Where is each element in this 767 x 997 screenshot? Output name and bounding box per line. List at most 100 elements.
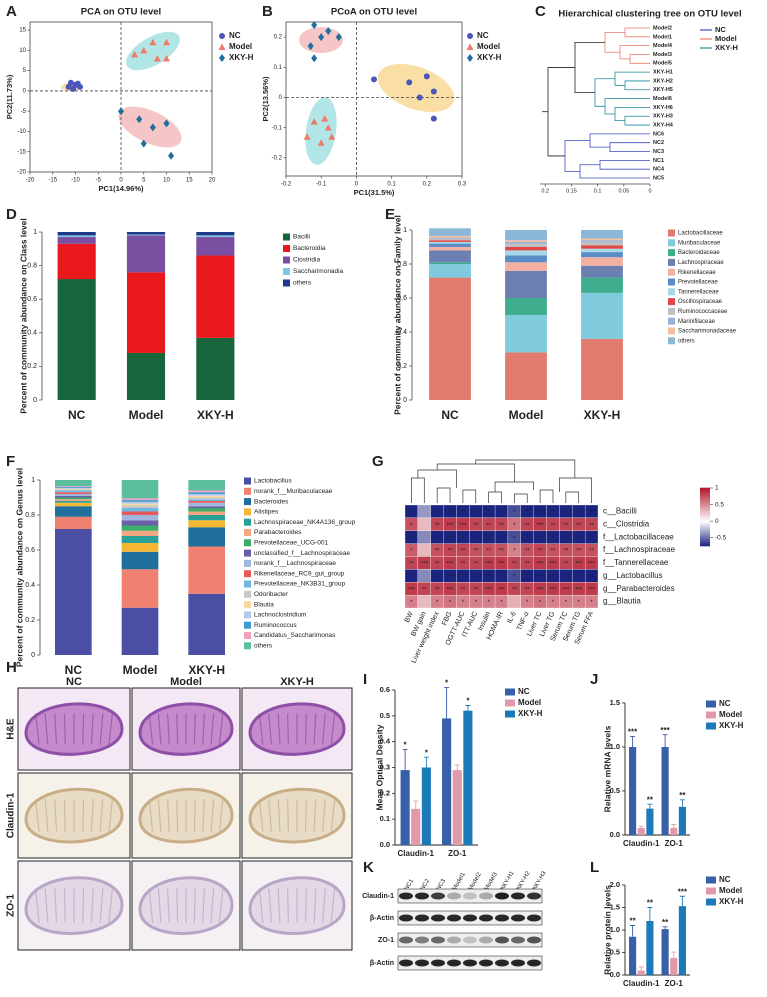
- significance-mark: *: [578, 510, 581, 516]
- x-tick-label: 5: [142, 178, 146, 184]
- bar-segment: [188, 546, 225, 594]
- blot-band: [415, 936, 429, 944]
- legend-swatch: [283, 279, 290, 287]
- significance-mark: *: [513, 549, 516, 555]
- blot-band: [415, 914, 429, 922]
- bar: [463, 710, 473, 845]
- significance-mark: ***: [485, 562, 493, 568]
- bar: [637, 970, 645, 975]
- dendrogram-branch: [559, 477, 592, 503]
- significance-mark: *: [410, 536, 413, 542]
- villus: [258, 799, 264, 832]
- row-label: c__Bacilli: [603, 507, 637, 516]
- significance-mark: *: [462, 600, 465, 606]
- bar-segment: [121, 569, 159, 608]
- significance-mark: **: [461, 587, 466, 593]
- villus: [108, 799, 113, 832]
- x-tick-label: ZO-1: [448, 849, 467, 858]
- error-bar: [630, 735, 636, 747]
- blot-band: [399, 936, 413, 944]
- villus: [54, 799, 58, 832]
- legend-swatch: [668, 327, 675, 335]
- colorbar-step: [700, 513, 710, 516]
- colorbar-step: [700, 535, 710, 538]
- bar-segment: [581, 265, 623, 278]
- bar-segment: [57, 235, 96, 238]
- bar-segment: [55, 497, 92, 500]
- significance-mark: *: [565, 510, 568, 516]
- significance-mark: **: [576, 549, 581, 555]
- colorbar-step: [700, 532, 710, 535]
- villus: [322, 713, 326, 745]
- bar-segment: [121, 480, 159, 499]
- panel-letter: H: [6, 659, 17, 676]
- villus: [63, 799, 66, 832]
- significance-mark: **: [473, 587, 478, 593]
- bar-segment: [505, 298, 547, 315]
- bar-segment: [505, 250, 547, 256]
- leaf-label: Model4: [653, 43, 673, 49]
- villus: [167, 888, 170, 923]
- lane-label: XKY-H2: [516, 870, 532, 892]
- row-label: ZO-1: [378, 937, 394, 944]
- villus: [304, 713, 307, 745]
- significance-mark: *: [500, 510, 503, 516]
- significance-mark: ***: [628, 728, 638, 737]
- bar-segment: [57, 232, 96, 236]
- legend-label: NC: [719, 875, 731, 884]
- significance-mark: *: [500, 574, 503, 580]
- legend-label: Bacteroidia: [293, 245, 326, 252]
- confidence-ellipse: [377, 63, 455, 113]
- panel-letter: E: [385, 206, 395, 223]
- y-axis-label: Relative mRNA levels: [602, 725, 612, 812]
- villus: [313, 799, 317, 832]
- colorbar-step: [700, 522, 710, 525]
- blot-band: [399, 892, 413, 900]
- blot-band: [415, 892, 429, 900]
- colorbar-step: [700, 494, 710, 497]
- point: [317, 139, 325, 146]
- blot-band: [479, 936, 493, 944]
- leaf-label: XKY-H6: [653, 105, 673, 111]
- point: [140, 46, 148, 54]
- column-label: BW: [404, 610, 415, 624]
- blot-band: [399, 914, 413, 922]
- lane-label: Model1: [452, 871, 467, 892]
- bar-segment: [55, 489, 92, 491]
- blot-band: [447, 892, 461, 900]
- significance-mark: *: [410, 510, 413, 516]
- villus: [167, 799, 170, 832]
- villus: [193, 799, 196, 832]
- bar-segment: [121, 515, 159, 521]
- y-tick-label: 0.2: [380, 788, 390, 797]
- bar: [442, 718, 452, 845]
- point: [416, 94, 423, 101]
- villus: [90, 799, 94, 832]
- villus: [210, 888, 215, 923]
- y-tick-label: 0.6: [27, 296, 37, 303]
- y-tick-label: 0.1: [380, 814, 390, 823]
- point: [70, 85, 77, 92]
- x-tick-label: Claudin-1: [623, 839, 660, 848]
- y-tick-label: 0: [23, 88, 27, 94]
- significance-mark: **: [486, 523, 491, 529]
- legend-label: Model: [719, 710, 742, 719]
- legend-swatch: [706, 700, 716, 708]
- significance-mark: *: [590, 600, 593, 606]
- heatmap-cell: [417, 530, 431, 544]
- colorbar-step: [700, 487, 710, 490]
- point: [430, 88, 437, 95]
- bar-segment: [429, 277, 471, 400]
- significance-mark: *: [513, 523, 516, 529]
- x-tick-label: -20: [26, 178, 35, 184]
- heatmap-cell: [417, 543, 431, 557]
- point: [423, 73, 430, 80]
- bar-segment: [121, 500, 159, 502]
- significance-mark: *: [487, 600, 490, 606]
- blot-band: [447, 914, 461, 922]
- tree-branch: [614, 107, 650, 122]
- dendrogram-branch: [436, 463, 515, 482]
- villus: [304, 888, 307, 923]
- point: [163, 54, 170, 62]
- tree-branch: [564, 140, 590, 172]
